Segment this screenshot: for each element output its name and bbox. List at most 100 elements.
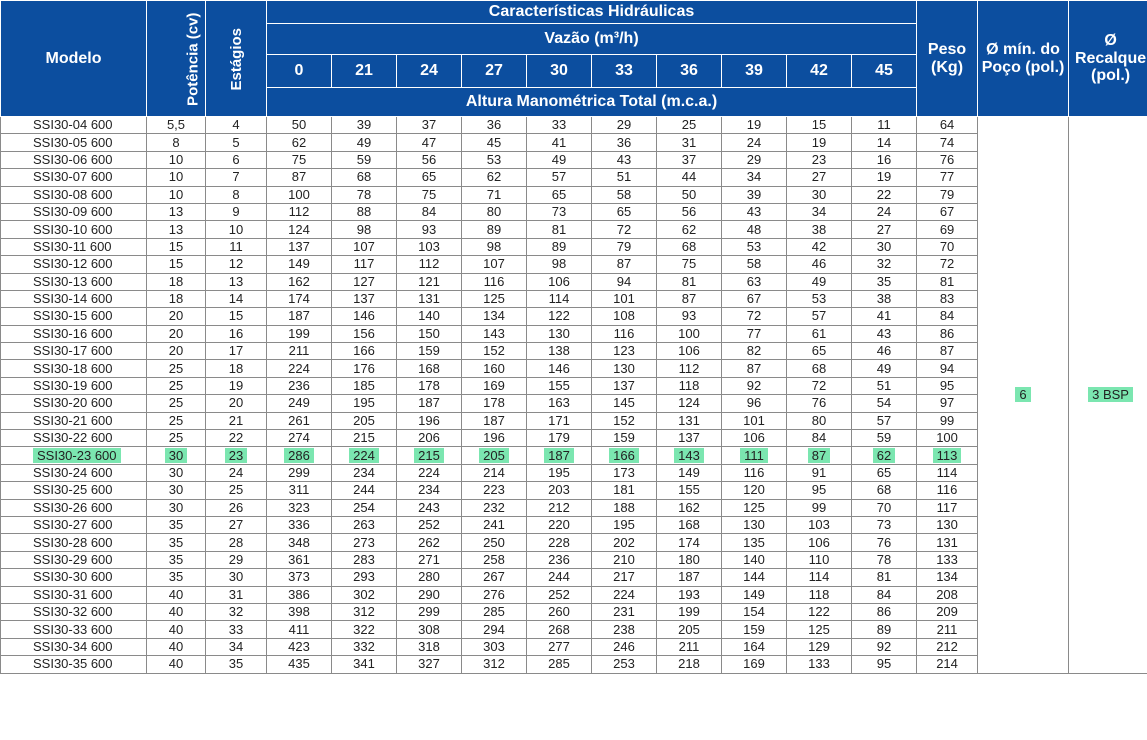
cell-value: 123 xyxy=(613,343,635,359)
value-cell: 36 xyxy=(461,115,527,135)
cell-value: 45 xyxy=(486,134,502,150)
cell-value: 57 xyxy=(811,308,827,324)
cell-value: 72 xyxy=(616,221,632,237)
value-cell: 168 xyxy=(656,515,722,535)
model-name: SSI30-21 600 xyxy=(33,412,113,428)
cell-value: 5 xyxy=(232,134,240,150)
table-row: SSI30-15 600 20 15 187 146 140 134 122 108 93 72 57… xyxy=(0,307,1147,326)
cell-value: 81 xyxy=(551,221,567,237)
cell-value: 152 xyxy=(483,343,505,359)
cell-value: 29 xyxy=(228,551,244,567)
value-cell: 263 xyxy=(331,515,397,535)
cell-value: 244 xyxy=(353,482,375,498)
cell-value: 76 xyxy=(811,395,827,411)
table-row: SSI30-14 600 18 14 174 137 131 125 114 101 87 67 53… xyxy=(0,289,1147,309)
value-cell: 62 xyxy=(461,168,527,187)
cell-value: 106 xyxy=(548,273,570,289)
cell-value: 195 xyxy=(548,465,570,480)
cell-value: 98 xyxy=(551,256,567,272)
value-cell: 68 xyxy=(656,237,722,257)
cell-value: 193 xyxy=(678,586,700,602)
cell-value: 79 xyxy=(616,238,632,254)
value-cell: 72 xyxy=(721,307,787,326)
cell-value: 210 xyxy=(613,551,635,567)
cell-value: 33 xyxy=(551,117,567,133)
value-cell: 39 xyxy=(331,115,397,135)
value-cell: 112 xyxy=(656,359,722,378)
cell-value: 32 xyxy=(228,604,244,620)
value-cell: 15 xyxy=(146,237,206,257)
cell-value: 299 xyxy=(288,465,310,480)
value-cell: 30 xyxy=(146,446,206,465)
value-cell: 43 xyxy=(591,150,657,170)
table-row: SSI30-27 600 35 27 336 263 252 241 220 195 168 130… xyxy=(0,515,1147,535)
cell-value: 15 xyxy=(168,256,184,272)
header-recalque-line1: Ø xyxy=(1104,32,1117,50)
cell-value: 94 xyxy=(616,273,632,289)
value-cell: 94 xyxy=(916,359,979,378)
model-cell: SSI30-15 600 xyxy=(0,307,147,326)
value-cell: 276 xyxy=(461,585,527,604)
value-cell: 131 xyxy=(396,289,462,309)
value-cell: 134 xyxy=(916,568,979,587)
value-cell: 174 xyxy=(266,289,332,309)
model-name: SSI30-27 600 xyxy=(33,517,113,533)
recalque-cell: 3 BSP xyxy=(1068,116,1147,674)
value-cell: 62 xyxy=(656,220,722,239)
cell-value: 116 xyxy=(936,482,958,498)
value-cell: 20 xyxy=(146,342,206,361)
value-cell: 231 xyxy=(591,602,657,622)
value-cell: 133 xyxy=(916,550,979,570)
value-cell: 299 xyxy=(266,463,332,483)
value-cell: 82 xyxy=(721,342,787,361)
cell-value: 276 xyxy=(483,586,505,602)
value-cell: 13 xyxy=(205,272,267,291)
value-cell: 312 xyxy=(331,602,397,622)
model-cell: SSI30-04 600 xyxy=(0,115,147,135)
value-cell: 15 xyxy=(786,115,852,135)
table-row: SSI30-29 600 35 29 361 283 271 258 236 210 180 140… xyxy=(0,550,1147,570)
value-cell: 41 xyxy=(526,133,592,152)
value-cell: 332 xyxy=(331,637,397,657)
value-cell: 30 xyxy=(146,481,206,500)
value-cell: 178 xyxy=(396,376,462,396)
value-cell: 114 xyxy=(786,568,852,587)
value-cell: 156 xyxy=(331,324,397,344)
value-cell: 210 xyxy=(591,550,657,570)
value-cell: 7 xyxy=(205,168,267,187)
value-cell: 146 xyxy=(331,307,397,326)
value-cell: 179 xyxy=(526,429,592,448)
value-cell: 176 xyxy=(331,359,397,378)
cell-value: 41 xyxy=(876,308,892,324)
cell-value: 137 xyxy=(353,291,375,307)
value-cell: 171 xyxy=(526,411,592,431)
cell-value: 78 xyxy=(876,551,892,567)
model-cell: SSI30-14 600 xyxy=(0,289,147,309)
cell-value: 40 xyxy=(168,656,184,672)
cell-value: 8 xyxy=(232,186,240,202)
cell-value: 87 xyxy=(681,291,697,307)
table-row: SSI30-26 600 30 26 323 254 243 232 212 188 162 125… xyxy=(0,498,1147,517)
value-cell: 299 xyxy=(396,602,462,622)
value-cell: 40 xyxy=(146,585,206,604)
cell-value: 112 xyxy=(678,360,700,376)
cell-value: 155 xyxy=(678,482,700,498)
value-cell: 106 xyxy=(786,533,852,552)
model-cell: SSI30-33 600 xyxy=(0,620,147,639)
value-cell: 323 xyxy=(266,498,332,517)
value-cell: 398 xyxy=(266,602,332,622)
value-cell: 217 xyxy=(591,568,657,587)
cell-value: 53 xyxy=(811,291,827,307)
cell-value: 187 xyxy=(483,412,505,428)
cell-value: 62 xyxy=(872,447,896,463)
value-cell: 117 xyxy=(331,255,397,274)
value-cell: 341 xyxy=(331,655,397,674)
value-cell: 89 xyxy=(850,620,918,639)
value-cell: 17 xyxy=(205,342,267,361)
value-cell: 423 xyxy=(266,637,332,657)
cell-value: 14 xyxy=(876,134,892,150)
value-cell: 89 xyxy=(526,237,592,257)
value-cell: 50 xyxy=(656,185,722,204)
value-cell: 127 xyxy=(331,272,397,291)
cell-value: 107 xyxy=(353,238,375,254)
